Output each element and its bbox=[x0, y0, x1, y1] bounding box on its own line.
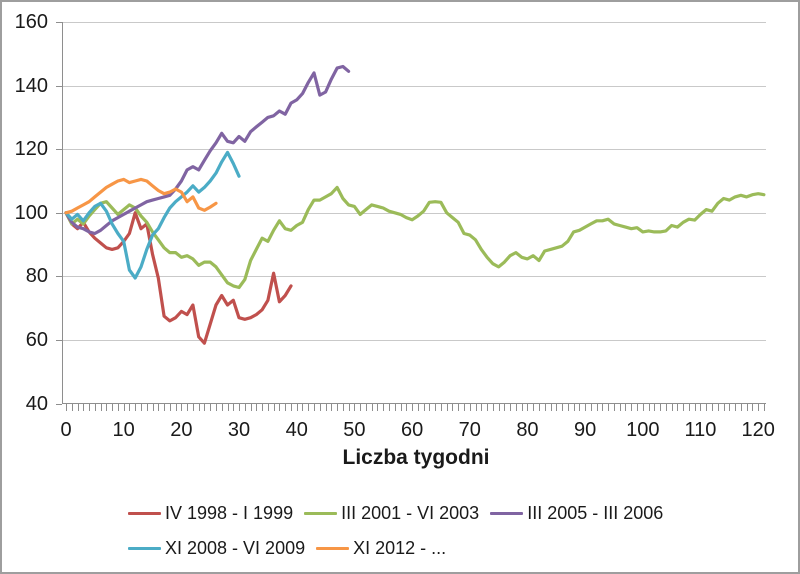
series-line-xi-2008-vi-2009 bbox=[64, 150, 241, 280]
legend-label: IV 1998 - I 1999 bbox=[165, 503, 294, 523]
y-tick-label-120: 120 bbox=[14, 138, 48, 161]
legend-line-swatch-icon bbox=[128, 546, 161, 550]
x-tick-label-20: 20 bbox=[170, 419, 193, 441]
y-tick-label-100: 100 bbox=[14, 201, 48, 224]
y-tick-label-40: 40 bbox=[25, 392, 48, 415]
x-tick-label-100: 100 bbox=[626, 419, 660, 441]
y-tick-label-80: 80 bbox=[25, 265, 48, 288]
legend-label: III 2001 - VI 2003 bbox=[341, 503, 480, 523]
x-tick-label-40: 40 bbox=[285, 419, 308, 441]
legend-item-xi-2008-vi-2009: XI 2008 - VI 2009 bbox=[128, 539, 305, 557]
y-tick-label-160: 160 bbox=[14, 11, 48, 33]
y-tick-label-140: 140 bbox=[14, 74, 48, 97]
x-minor-ticks bbox=[66, 403, 765, 411]
x-tick-label-0: 0 bbox=[60, 419, 72, 441]
x-tick-label-10: 10 bbox=[112, 419, 135, 441]
legend-item-iii-2001-vi-2003: III 2001 - VI 2003 bbox=[304, 504, 479, 522]
y-tick-label-60: 60 bbox=[25, 329, 48, 351]
legend-row-2: XI 2008 - VI 2009 XI 2012 - ... bbox=[128, 539, 446, 557]
x-tick-label-120: 120 bbox=[741, 419, 775, 441]
x-tick-label-60: 60 bbox=[400, 419, 424, 441]
legend-line-swatch-icon bbox=[304, 511, 338, 515]
x-tick-label-70: 70 bbox=[458, 419, 481, 441]
legend-label: XI 2008 - VI 2009 bbox=[165, 538, 306, 558]
legend-line-swatch-icon bbox=[490, 511, 524, 515]
x-tick-label-110: 110 bbox=[684, 419, 717, 441]
legend-row-1: IV 1998 - I 1999 III 2001 - VI 2003 III 20… bbox=[128, 504, 663, 522]
legend-line-swatch-icon bbox=[128, 511, 161, 515]
x-tick-label-90: 90 bbox=[573, 419, 597, 441]
series-line-iv-1998-i-1999 bbox=[64, 211, 293, 345]
legend-item-xi-2012: XI 2012 - ... bbox=[316, 539, 446, 557]
series-line-iii-2005-iii-2006 bbox=[64, 64, 351, 236]
series-line-iii-2001-vi-2003 bbox=[64, 185, 766, 290]
x-tick-label-50: 50 bbox=[343, 419, 366, 441]
x-axis-title: Liczba tygodni bbox=[342, 446, 490, 469]
legend-line-swatch-icon bbox=[316, 546, 350, 550]
legend-label: III 2005 - III 2006 bbox=[527, 503, 664, 523]
x-tick-label-80: 80 bbox=[516, 419, 539, 441]
x-tick-label-30: 30 bbox=[227, 419, 251, 441]
legend-item-iii-2005-iii-2006: III 2005 - III 2006 bbox=[490, 504, 663, 522]
series-line-xi-2012 bbox=[64, 177, 218, 215]
legend-item-iv-1998-i-1999: IV 1998 - I 1999 bbox=[128, 504, 293, 522]
legend-label: XI 2012 - ... bbox=[353, 538, 447, 558]
